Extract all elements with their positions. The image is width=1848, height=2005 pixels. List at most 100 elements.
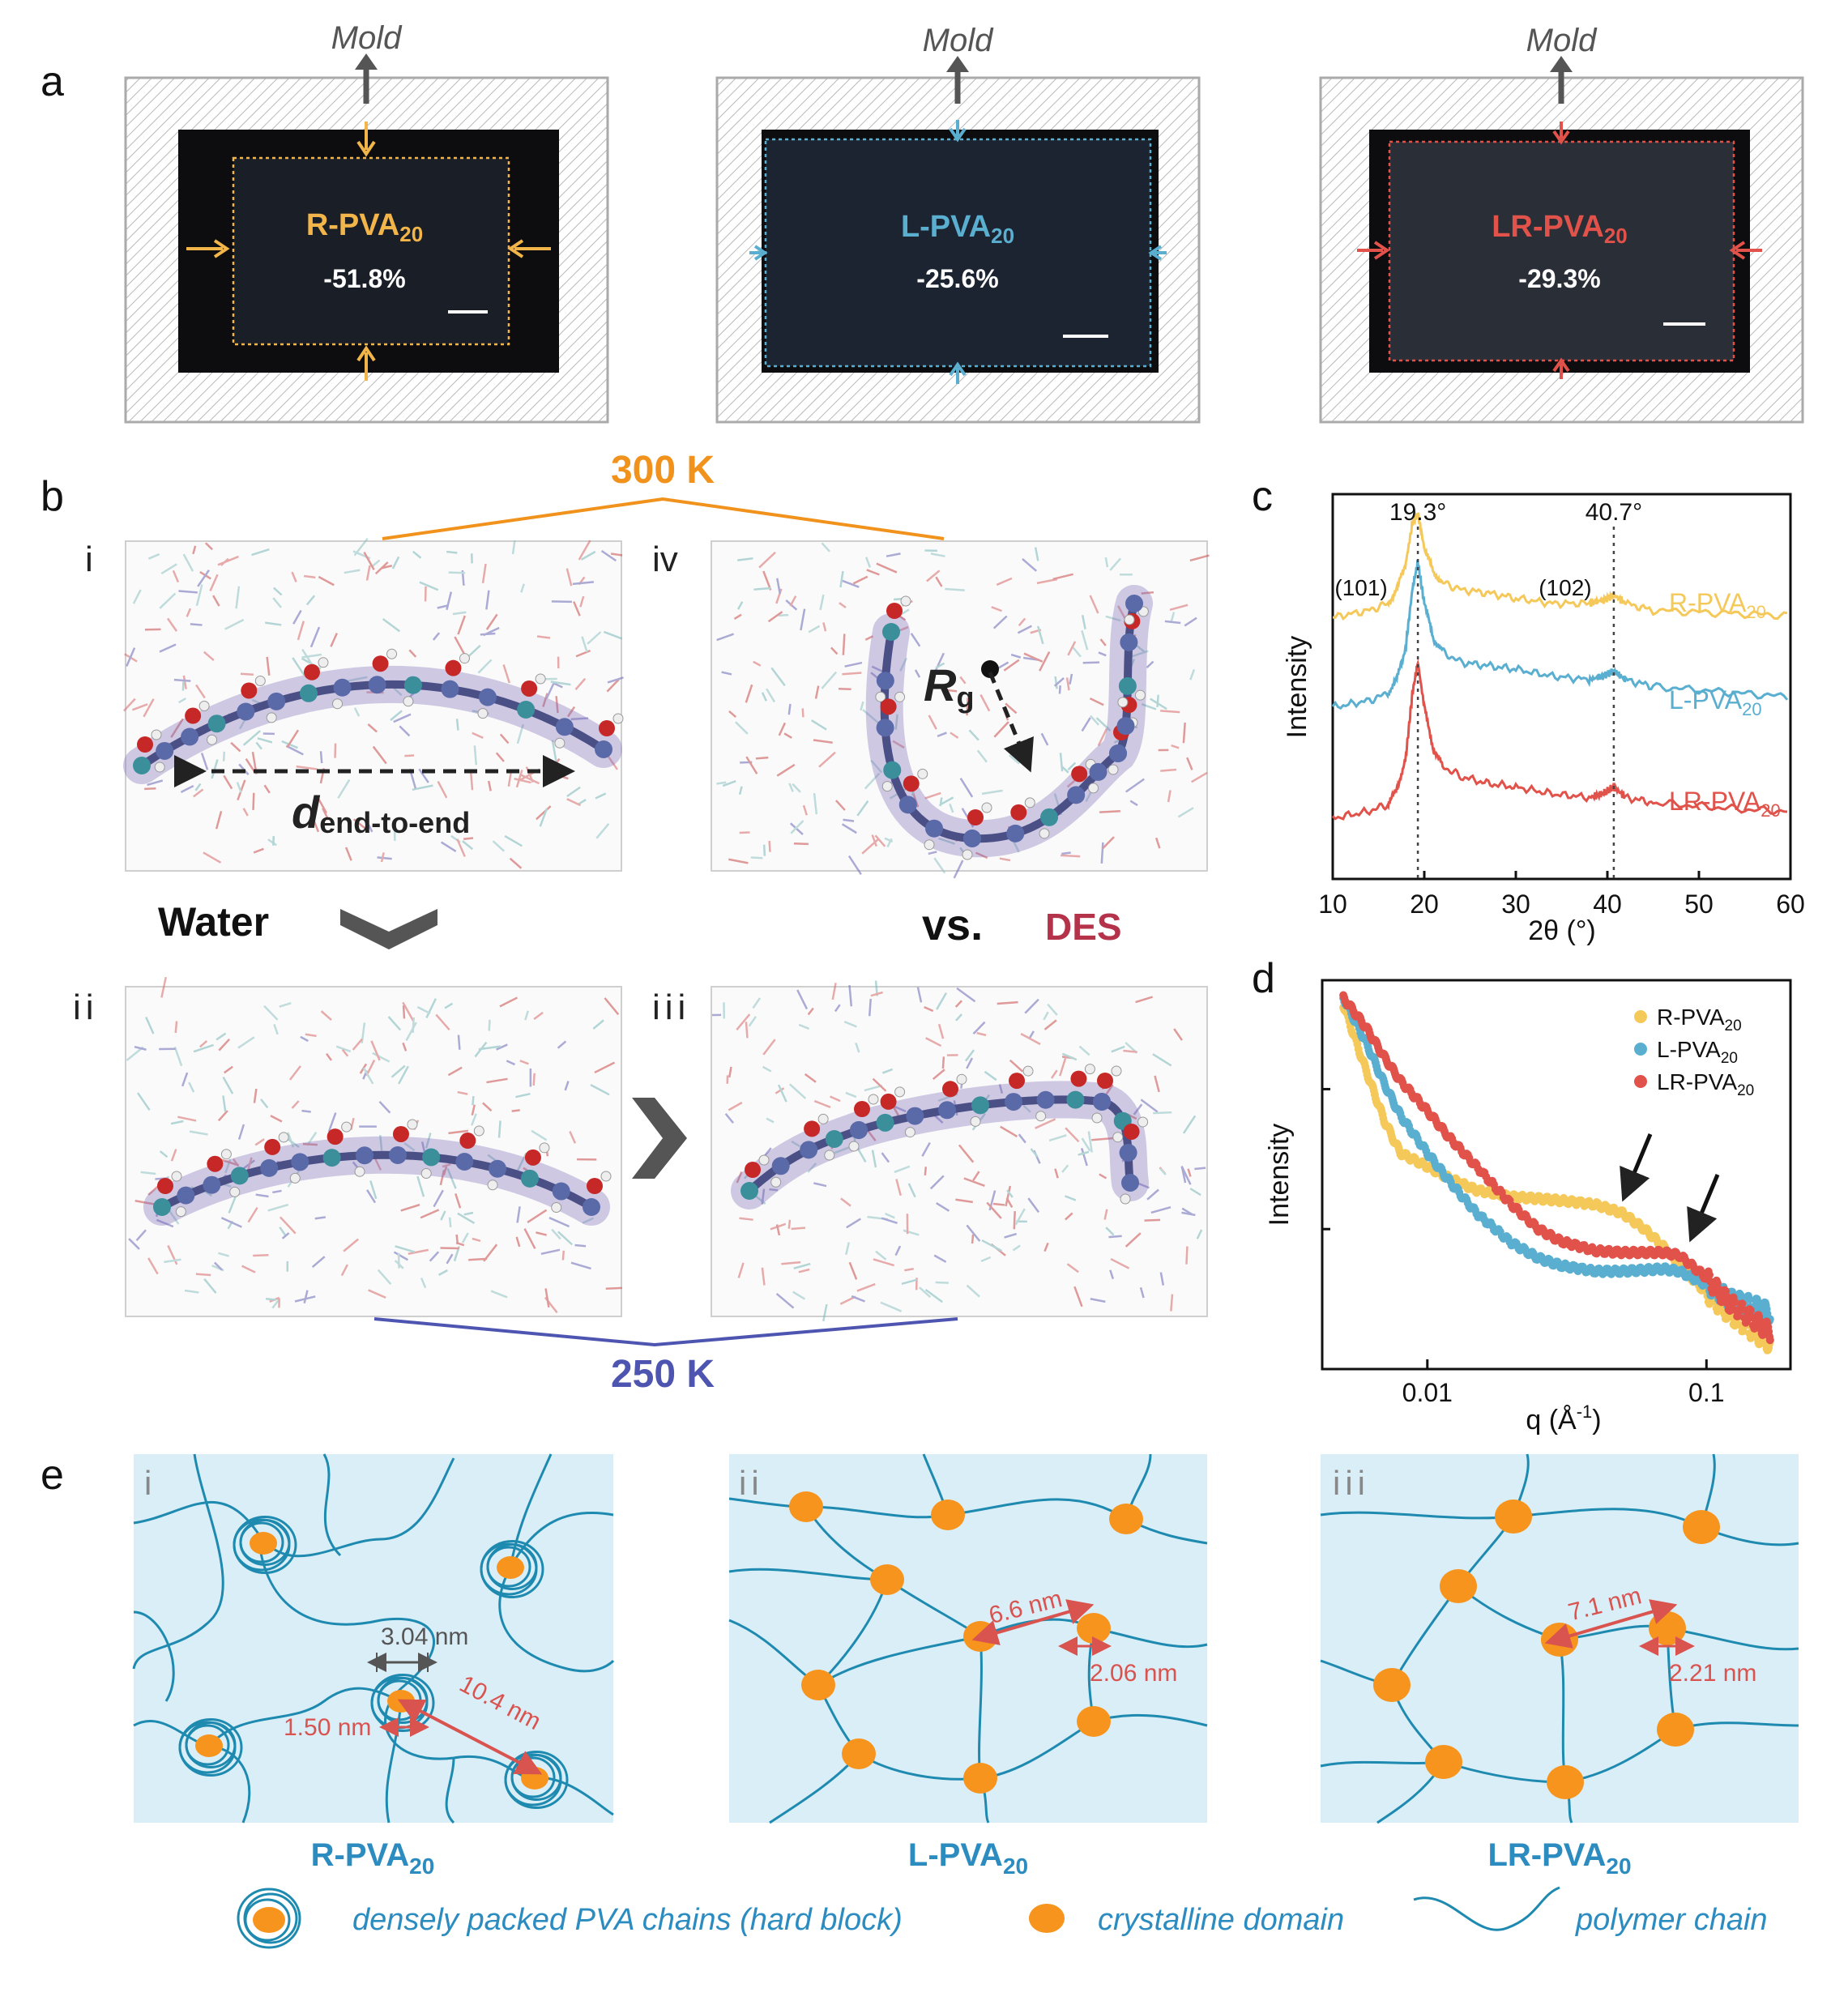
chart-c-series-line bbox=[1332, 512, 1788, 621]
hard-block-core bbox=[521, 1767, 548, 1790]
solvent-stick bbox=[845, 1242, 850, 1256]
solvent-stick bbox=[800, 608, 806, 631]
hydrogen-atom bbox=[904, 1127, 915, 1138]
solvent-stick bbox=[224, 618, 245, 630]
solvent-stick bbox=[1185, 1246, 1189, 1265]
solvent-stick bbox=[195, 1273, 211, 1277]
solvent-stick bbox=[341, 1048, 349, 1057]
polymer-chain bbox=[1320, 1508, 1799, 1546]
solvent-stick bbox=[325, 1052, 332, 1061]
solvent-stick bbox=[380, 852, 385, 863]
solvent-stick bbox=[570, 1261, 591, 1270]
carbon-atom bbox=[882, 623, 900, 641]
solvent-stick bbox=[377, 1269, 392, 1285]
carbon-atom bbox=[583, 1198, 600, 1216]
solvent-stick bbox=[745, 1022, 749, 1039]
carbon-atom bbox=[771, 1157, 790, 1175]
solvent-stick bbox=[218, 1038, 231, 1052]
solvent-stick bbox=[222, 1077, 234, 1094]
solvent-stick bbox=[160, 976, 168, 998]
hydrogen-atom bbox=[198, 701, 210, 712]
chart-d-legend-label: LR-PVA20 bbox=[1657, 1069, 1754, 1099]
solvent-stick bbox=[457, 1212, 476, 1225]
solvent-stick bbox=[745, 684, 753, 703]
hard-block-core bbox=[250, 1532, 277, 1555]
solvent-stick bbox=[1069, 673, 1073, 685]
solvent-stick bbox=[511, 1109, 520, 1112]
crystalline-domain bbox=[1440, 1569, 1477, 1603]
mold-r-pva: Mold R-PVA20 -51.8% bbox=[124, 20, 609, 424]
solvent-stick bbox=[1081, 614, 1086, 629]
hydrogen-atom bbox=[1039, 828, 1050, 839]
hydrogen-atom bbox=[824, 1150, 835, 1161]
solvent-stick bbox=[1065, 1127, 1080, 1143]
film-shrink-1: -51.8% bbox=[323, 264, 405, 293]
hydrogen-atom bbox=[1091, 1112, 1103, 1124]
solvent-stick bbox=[353, 707, 361, 717]
solvent-stick bbox=[933, 652, 945, 674]
solvent-stick bbox=[253, 1088, 258, 1103]
solvent-stick bbox=[134, 1045, 147, 1051]
solvent-stick bbox=[1135, 996, 1153, 1004]
solvent-stick bbox=[393, 713, 412, 723]
solvent-stick bbox=[1191, 771, 1208, 783]
solvent-stick bbox=[217, 1110, 228, 1122]
solvent-stick bbox=[745, 756, 758, 774]
solvent-stick bbox=[455, 1193, 462, 1209]
solvent-stick bbox=[871, 1150, 877, 1168]
chart-c-xlabel: 2θ (°) bbox=[1528, 915, 1596, 946]
solvent-stick bbox=[344, 569, 361, 574]
solvent-stick bbox=[1059, 753, 1064, 772]
crystalline-domain bbox=[1077, 1613, 1111, 1644]
solvent-stick bbox=[736, 1013, 751, 1030]
solvent-stick bbox=[1050, 1069, 1058, 1079]
carbon-atom bbox=[181, 727, 199, 746]
solvent-stick bbox=[192, 545, 197, 555]
solvent-stick bbox=[370, 1040, 381, 1061]
chart-d-xlabel-sup: -1 bbox=[1577, 1401, 1593, 1422]
solvent-stick bbox=[924, 1167, 928, 1176]
polymer-chain bbox=[817, 1635, 981, 1687]
solvent-stick bbox=[997, 1000, 1018, 1005]
solvent-stick bbox=[132, 589, 142, 604]
solvent-stick bbox=[594, 1061, 616, 1074]
oxygen-atom bbox=[1123, 1123, 1140, 1140]
chart-d-point bbox=[1738, 1299, 1747, 1308]
solvent-stick bbox=[1160, 768, 1177, 772]
solvent-stick bbox=[425, 998, 437, 1018]
solvent-stick bbox=[1018, 617, 1026, 627]
solvent-stick bbox=[533, 1011, 544, 1021]
carbon-atom bbox=[207, 715, 226, 733]
oxygen-atom bbox=[1097, 1073, 1113, 1089]
solvent-stick bbox=[1109, 557, 1122, 571]
solvent-stick bbox=[911, 791, 920, 808]
solvent-stick bbox=[945, 689, 958, 693]
solvent-stick bbox=[420, 1278, 427, 1289]
solvent-stick bbox=[340, 1264, 348, 1277]
solvent-stick bbox=[217, 555, 239, 566]
solvent-stick bbox=[444, 1002, 454, 1009]
solvent-stick bbox=[894, 714, 898, 730]
solvent-stick bbox=[834, 1004, 841, 1013]
solvent-stick bbox=[174, 1021, 178, 1034]
solvent-stick bbox=[1054, 676, 1058, 689]
solvent-stick bbox=[1097, 726, 1109, 747]
solvent-stick bbox=[864, 635, 873, 641]
rg-sub: g bbox=[956, 680, 974, 714]
solvent-stick bbox=[159, 1150, 169, 1158]
solvent-stick bbox=[791, 1226, 806, 1231]
carbon-atom bbox=[1120, 633, 1138, 651]
carbon-atom bbox=[552, 1182, 570, 1201]
solvent-stick bbox=[762, 1039, 776, 1056]
solvent-stick bbox=[126, 647, 136, 667]
solvent-stick bbox=[220, 1217, 242, 1228]
arrow-annotation-2 bbox=[1687, 1174, 1720, 1243]
chart-c-xtick-label: 30 bbox=[1501, 889, 1530, 919]
solvent-stick bbox=[999, 857, 1011, 862]
solvent-stick bbox=[1061, 1164, 1069, 1173]
solvent-stick bbox=[446, 550, 458, 554]
hydrogen-atom bbox=[332, 698, 343, 710]
solvent-stick bbox=[305, 1033, 317, 1038]
solvent-stick bbox=[843, 818, 855, 822]
solvent-stick bbox=[561, 1250, 565, 1261]
